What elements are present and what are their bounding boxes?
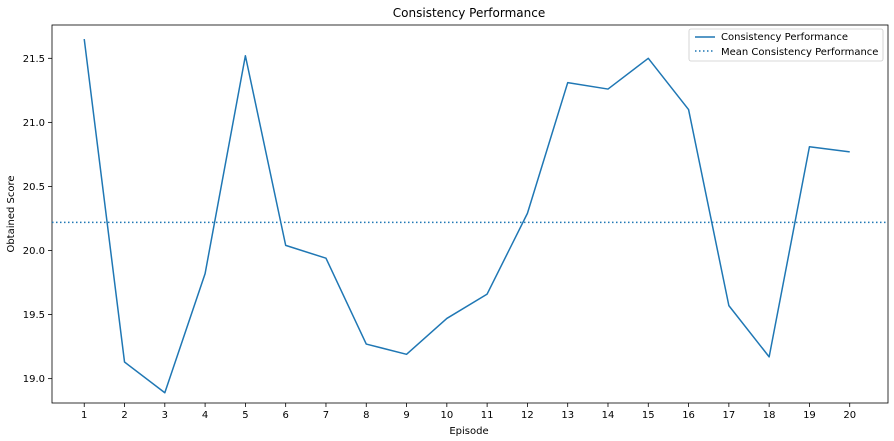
legend: Consistency Performance Mean Consistency… <box>688 28 884 62</box>
x-axis-label: Episode <box>449 426 488 437</box>
x-tick-label: 6 <box>282 410 288 421</box>
x-tick-label: 12 <box>521 410 534 421</box>
x-tick-label: 18 <box>763 410 776 421</box>
x-tick-label: 14 <box>602 410 615 421</box>
x-tick-label: 4 <box>202 410 208 421</box>
x-tick-label: 19 <box>803 410 816 421</box>
plot-area <box>51 24 889 404</box>
legend-label-series: Consistency Performance <box>721 32 848 43</box>
y-tick-label: 21.0 <box>23 118 45 129</box>
y-tick-label: 20.5 <box>23 182 45 193</box>
x-tick-label: 16 <box>682 410 695 421</box>
series-layer <box>52 38 888 394</box>
legend-box <box>688 28 884 62</box>
y-axis-label: Obtained Score <box>6 175 17 252</box>
x-tick-label: 10 <box>440 410 453 421</box>
x-tick-label: 15 <box>642 410 655 421</box>
x-tick-label: 13 <box>561 410 574 421</box>
y-axis: 19.0 19.5 20.0 20.5 21.0 21.5 <box>23 54 52 385</box>
x-tick-label: 20 <box>843 410 856 421</box>
x-tick-label: 2 <box>121 410 127 421</box>
series-line <box>83 38 850 394</box>
x-axis: 1 2 3 4 5 6 7 8 9 10 11 12 13 14 15 16 17 18 19 20 <box>81 403 856 421</box>
y-tick-label: 19.5 <box>23 310 45 321</box>
y-tick-label: 20.0 <box>23 246 45 257</box>
y-tick-label: 19.0 <box>23 374 45 385</box>
x-tick-label: 1 <box>81 410 87 421</box>
y-tick-label: 21.5 <box>23 54 45 65</box>
x-tick-label: 5 <box>242 410 248 421</box>
chart-title: Consistency Performance <box>393 6 545 20</box>
x-tick-label: 17 <box>722 410 735 421</box>
x-tick-label: 11 <box>481 410 494 421</box>
x-tick-label: 8 <box>363 410 369 421</box>
x-tick-label: 3 <box>162 410 168 421</box>
x-tick-label: 7 <box>323 410 329 421</box>
x-tick-label: 9 <box>403 410 409 421</box>
legend-label-mean: Mean Consistency Performance <box>721 47 878 58</box>
